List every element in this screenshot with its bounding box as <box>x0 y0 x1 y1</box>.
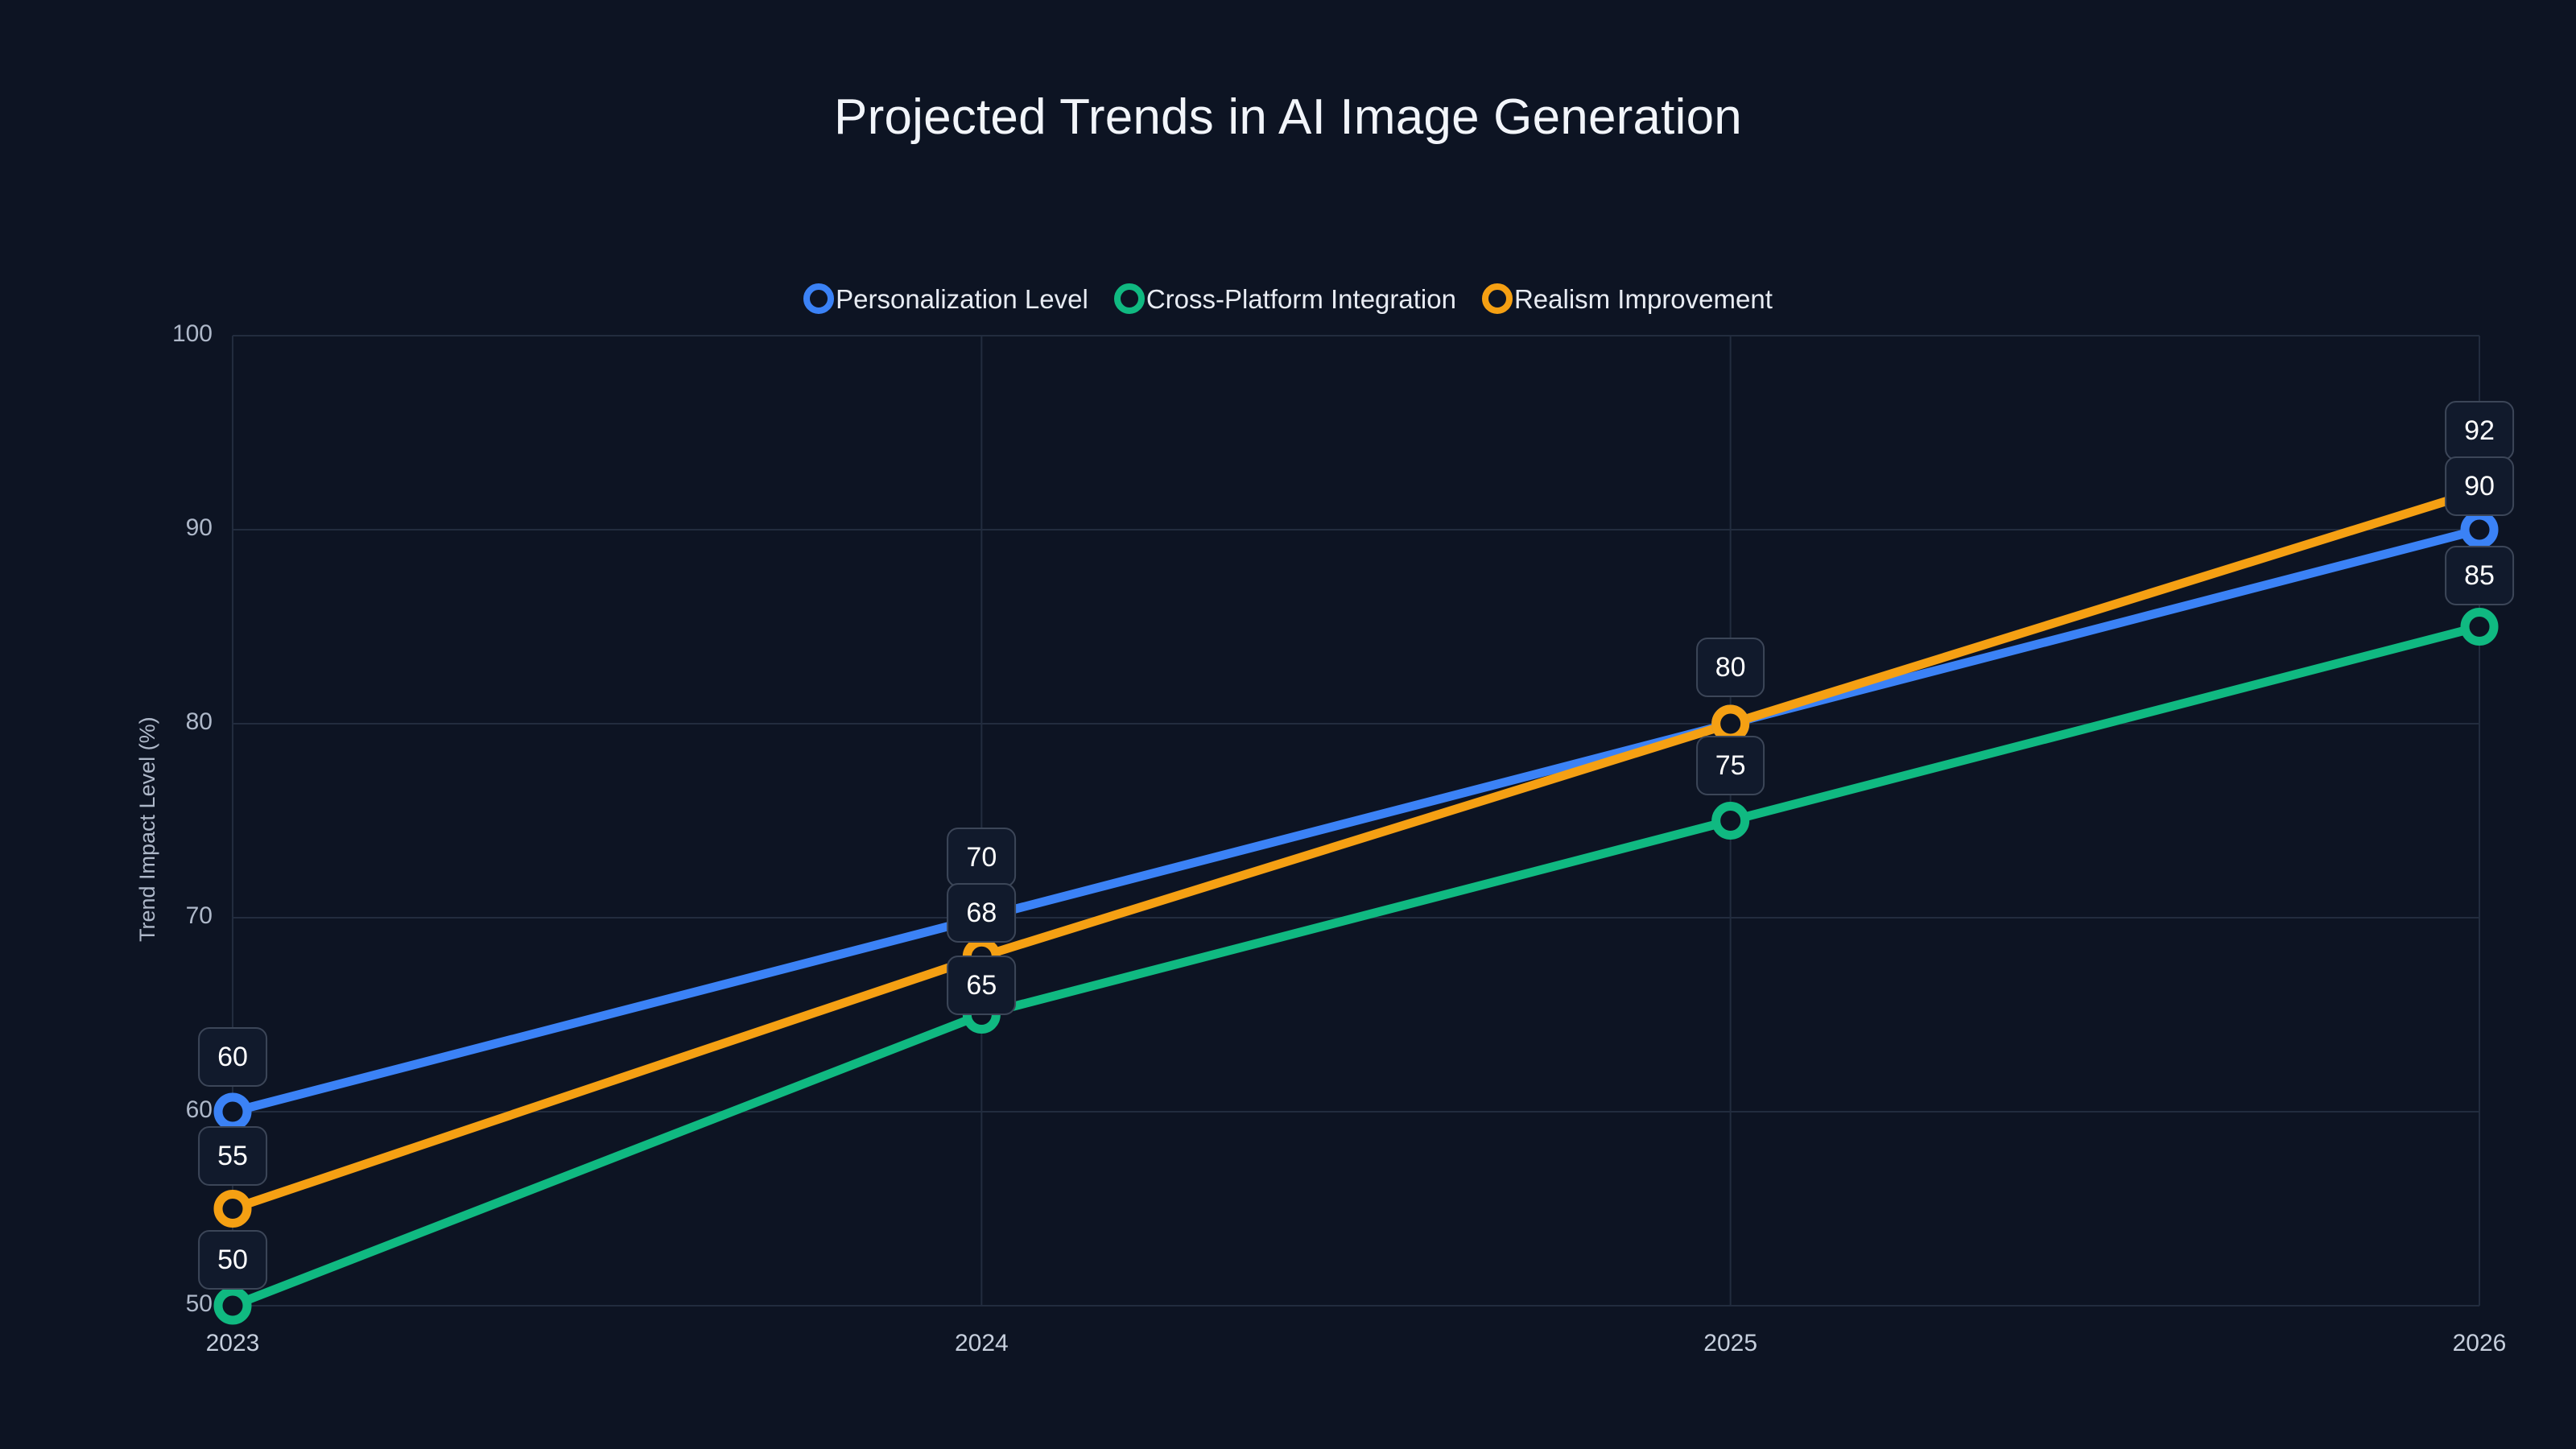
x-axis-tick-label: 2024 <box>954 1330 1009 1356</box>
data-point-value-label: 50 <box>198 1229 267 1290</box>
data-point-value-label: 80 <box>1695 638 1765 697</box>
data-point-marker[interactable] <box>1711 802 1750 840</box>
data-point-marker[interactable] <box>213 1092 252 1131</box>
data-point-value-label: 68 <box>947 883 1017 943</box>
series-line <box>228 525 2484 1117</box>
data-point-value-label: 60 <box>198 1027 267 1087</box>
data-point-value-label: 85 <box>2445 546 2514 605</box>
data-point-value-label: 65 <box>947 956 1017 1016</box>
series-lines <box>213 472 2499 1325</box>
data-point-marker[interactable] <box>213 1286 252 1325</box>
plot-area <box>213 335 2499 1325</box>
y-axis-tick-label: 50 <box>185 1290 213 1317</box>
y-axis-tick-label: 60 <box>185 1096 213 1123</box>
legend-swatch-icon <box>803 283 835 314</box>
legend-item-2[interactable]: Realism Improvement <box>1481 283 1773 314</box>
data-point-value-label: 92 <box>2445 400 2514 460</box>
legend-item-label: Personalization Level <box>836 283 1088 314</box>
y-axis-tick-label: 80 <box>185 708 213 735</box>
y-axis-tick-label: 90 <box>185 514 213 541</box>
y-axis-title: Trend Impact Level (%) <box>135 716 159 942</box>
legend-item-1[interactable]: Cross-Platform Integration <box>1113 283 1456 314</box>
data-point-value-label: 55 <box>198 1126 267 1186</box>
y-axis-tick-label: 100 <box>171 320 213 347</box>
x-axis-tick-label: 2023 <box>205 1330 260 1356</box>
data-point-value-label: 70 <box>947 828 1017 887</box>
x-axis-tick-label: 2025 <box>1703 1330 1758 1356</box>
data-point-marker[interactable] <box>213 1190 252 1228</box>
data-point-marker[interactable] <box>2460 608 2499 646</box>
legend-swatch-icon <box>1113 283 1145 314</box>
legend-item-label: Cross-Platform Integration <box>1146 283 1456 314</box>
series-line <box>228 486 2484 1213</box>
legend-item-label: Realism Improvement <box>1513 283 1773 314</box>
chart-title: Projected Trends in AI Image Generation <box>834 89 1742 145</box>
data-point-marker[interactable] <box>2460 510 2499 549</box>
chart-legend: Personalization Level Cross-Platform Inte… <box>0 283 2576 314</box>
y-axis-tick-label: 70 <box>185 902 213 929</box>
data-point-marker[interactable] <box>1711 704 1750 743</box>
data-point-value-label: 75 <box>1695 736 1765 795</box>
series-line <box>228 622 2484 1311</box>
legend-swatch-icon <box>1481 283 1513 314</box>
legend-item-0[interactable]: Personalization Level <box>803 283 1088 314</box>
x-axis-tick-label: 2026 <box>2452 1330 2507 1356</box>
data-point-value-label: 90 <box>2445 456 2514 516</box>
